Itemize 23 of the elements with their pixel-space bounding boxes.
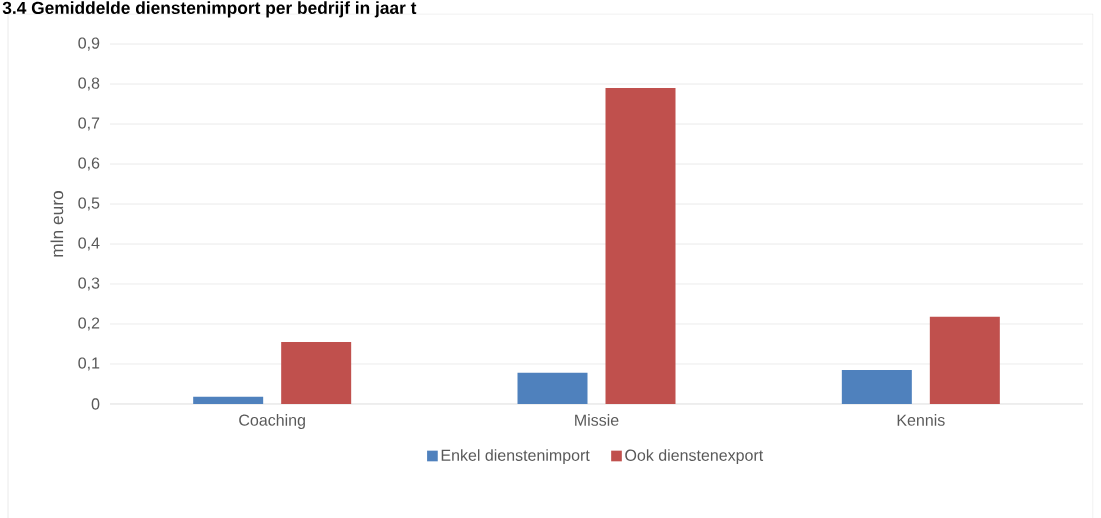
y-tick-label: 0,4 — [78, 237, 100, 251]
y-tick-label: 0,8 — [78, 77, 100, 91]
x-tick-label: Coaching — [239, 414, 305, 429]
y-tick-label: 0,9 — [78, 37, 100, 51]
bar — [193, 396, 264, 404]
chart-title: 3.4 Gemiddelde dienstenimport per bedrijf in jaar t — [2, 1, 417, 18]
bar — [281, 342, 352, 404]
y-tick-label: 0,1 — [78, 357, 100, 371]
y-tick-label: 0,6 — [78, 157, 100, 171]
y-tick-label: 0,3 — [78, 277, 100, 291]
y-tick-label: 0,2 — [78, 317, 100, 331]
y-tick-label: 0,5 — [78, 197, 100, 211]
legend-label: Enkel dienstenimport — [441, 449, 590, 465]
bar — [517, 372, 588, 404]
bar — [929, 316, 1000, 404]
bar — [605, 88, 676, 404]
y-tick-label: 0,7 — [78, 117, 100, 131]
legend-label: Ook dienstenexport — [625, 449, 764, 465]
x-tick-label: Kennis — [897, 414, 945, 426]
y-tick-label: 0 — [91, 398, 100, 410]
bar — [841, 369, 912, 404]
y-axis-title: mln euro — [50, 191, 64, 257]
x-tick-label: Missie — [575, 414, 619, 426]
